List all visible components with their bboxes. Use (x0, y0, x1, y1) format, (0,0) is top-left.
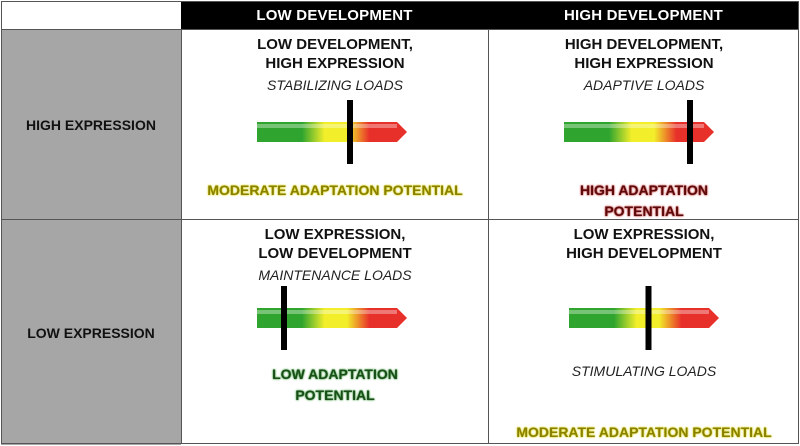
gauge-bar (257, 122, 407, 142)
adaptation-potential: MODERATE ADAPTATION POTENTIAL (516, 424, 772, 440)
gauge-highlight (569, 310, 709, 314)
gauge-highlight (257, 124, 397, 128)
adaptation-potential: MODERATE ADAPTATION POTENTIAL (207, 182, 463, 198)
cell-title-line1: HIGH DEVELOPMENT, (564, 36, 724, 53)
cell-low-expression-low-development: LOW EXPRESSION, LOW DEVELOPMENT MAINTENA… (181, 219, 488, 444)
gauge-arrow (257, 100, 407, 164)
gauge-bar (569, 308, 719, 328)
load-type: STABILIZING LOADS (267, 77, 403, 93)
header-high-development: HIGH DEVELOPMENT (488, 1, 799, 29)
header-low-development: LOW DEVELOPMENT (181, 1, 488, 29)
gauge-bar (564, 122, 714, 142)
gauge-arrow (564, 100, 714, 164)
gauge-highlight (564, 124, 704, 128)
gauge-marker (347, 100, 353, 164)
load-type: ADAPTIVE LOADS (583, 77, 705, 93)
gauge-arrow (569, 286, 719, 350)
gauge-arrow (257, 286, 407, 350)
cell-title-line2: HIGH EXPRESSION (265, 55, 405, 72)
load-type: STIMULATING LOADS (571, 363, 717, 379)
row-label-low-expression: LOW EXPRESSION (1, 219, 181, 445)
cell-high-expression-low-development: LOW DEVELOPMENT, HIGH EXPRESSION STABILI… (181, 29, 488, 219)
gauge-marker (645, 286, 652, 350)
cell-low-expression-high-development: LOW EXPRESSION, HIGH DEVELOPMENT STIMULA… (488, 219, 799, 444)
gauge-highlight (257, 310, 397, 314)
row-label-high-expression: HIGH EXPRESSION (1, 29, 181, 220)
cell-title-line2: HIGH DEVELOPMENT (566, 245, 722, 262)
gauge-bar (257, 308, 407, 328)
gauge-marker (687, 100, 693, 164)
cell-title-line2: HIGH EXPRESSION (574, 55, 714, 72)
load-type: MAINTENANCE LOADS (258, 267, 412, 283)
gauge-marker (281, 286, 287, 350)
cell-title-line2: LOW DEVELOPMENT (258, 245, 412, 262)
adaptation-potential: HIGH ADAPTATION POTENTIAL (579, 182, 709, 219)
adaptation-potential: LOW ADAPTATION POTENTIAL (272, 366, 398, 403)
cell-title-line1: LOW DEVELOPMENT, (257, 36, 413, 53)
cell-high-expression-high-development: HIGH DEVELOPMENT, HIGH EXPRESSION ADAPTI… (488, 29, 799, 219)
cell-title-line1: LOW EXPRESSION, (573, 226, 715, 243)
cell-title-line1: LOW EXPRESSION, (264, 226, 406, 243)
